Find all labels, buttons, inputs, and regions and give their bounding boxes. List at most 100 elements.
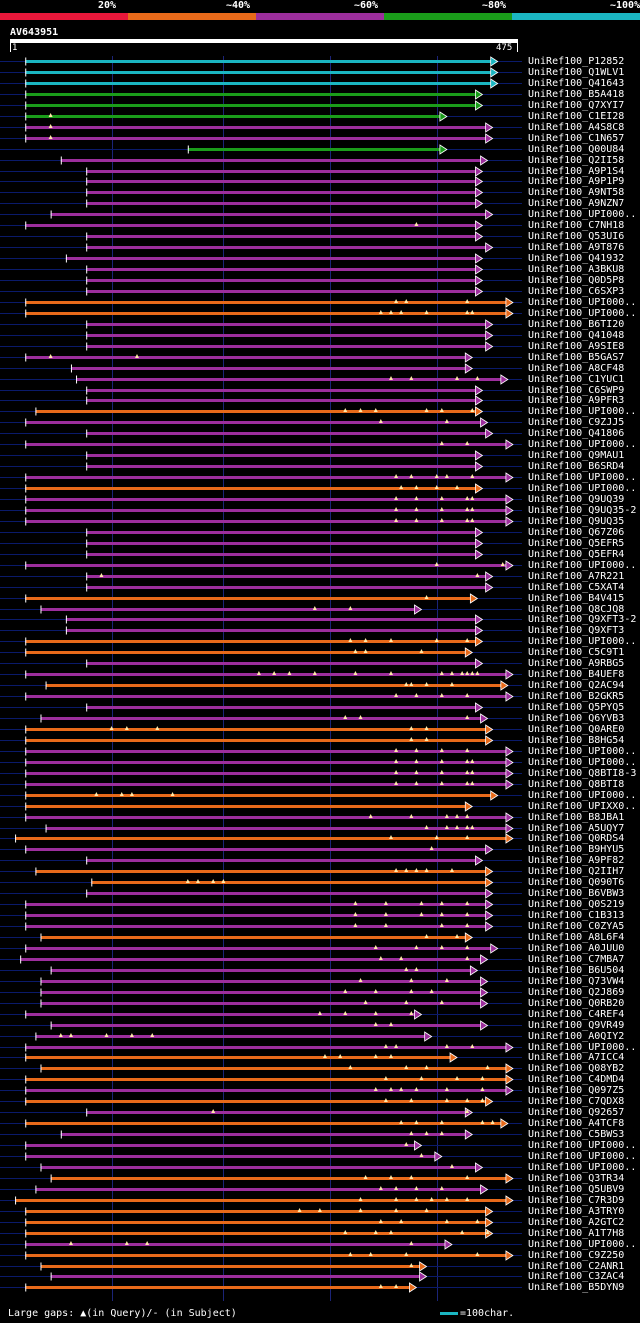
hit-row[interactable]: UniRef100_C1B313 [0, 910, 640, 921]
hit-label[interactable]: UniRef100_Q097Z5 [528, 1085, 625, 1097]
hit-row[interactable]: UniRef100_A2GTC2 [0, 1217, 640, 1228]
hit-row[interactable]: UniRef100_C5C9T1 [0, 647, 640, 658]
hit-label[interactable]: UniRef100_A0QIY2 [528, 1030, 625, 1042]
hit-row[interactable]: UniRef100_Q8BTI8-3 [0, 768, 640, 779]
hit-label[interactable]: UniRef100_Q5EFR4 [528, 548, 625, 560]
hit-label[interactable]: UniRef100_B4V415 [528, 592, 625, 604]
hit-row[interactable]: UniRef100_C6SXP3 [0, 286, 640, 297]
hit-row[interactable]: UniRef100_A9PF82 [0, 855, 640, 866]
hit-row[interactable]: UniRef100_Q6YVB3 [0, 713, 640, 724]
hit-label[interactable]: UniRef100_A3BKU8 [528, 264, 625, 276]
hit-row[interactable]: UniRef100_Q9UQ35 [0, 516, 640, 527]
hit-label[interactable]: UniRef100_Q0S219 [528, 899, 625, 911]
hit-row[interactable]: UniRef100_B4UEF8 [0, 669, 640, 680]
hit-row[interactable]: UniRef100_Q08YB2 [0, 1063, 640, 1074]
hit-label[interactable]: UniRef100_A9P1P9 [528, 176, 625, 188]
hit-row[interactable]: UniRef100_B8HG54 [0, 735, 640, 746]
hit-row[interactable]: UniRef100_Q0RB20 [0, 998, 640, 1009]
hit-label[interactable]: UniRef100_C1N657 [528, 132, 625, 144]
hit-label[interactable]: UniRef100_Q41643 [528, 77, 625, 89]
hit-row[interactable]: UniRef100_C9ZJJ5 [0, 417, 640, 428]
hit-row[interactable]: UniRef100_C4DMD4 [0, 1074, 640, 1085]
hit-label[interactable]: UniRef100_A8CF48 [528, 362, 625, 374]
hit-label[interactable]: UniRef100_Q08YB2 [528, 1063, 625, 1075]
hit-row[interactable]: UniRef100_Q9VR49 [0, 1020, 640, 1031]
hit-row[interactable]: UniRef100_Q92657 [0, 1107, 640, 1118]
hit-row[interactable]: UniRef100_Q67Z06 [0, 527, 640, 538]
hit-label[interactable]: UniRef100_B4UEF8 [528, 669, 625, 681]
hit-row[interactable]: UniRef100_UPI000.. [0, 757, 640, 768]
hit-row[interactable]: UniRef100_UPI000.. [0, 483, 640, 494]
hit-label[interactable]: UniRef100_C6SWP9 [528, 384, 625, 396]
hit-label[interactable]: UniRef100_A8L6F4 [528, 932, 625, 943]
hit-row[interactable]: UniRef100_A1T7H8 [0, 1228, 640, 1239]
hit-label[interactable]: UniRef100_UPI000.. [528, 472, 637, 484]
hit-row[interactable]: UniRef100_C5XAT4 [0, 582, 640, 593]
hit-row[interactable]: UniRef100_Q9UQ39 [0, 494, 640, 505]
hit-label[interactable]: UniRef100_P12852 [528, 56, 625, 67]
hit-row[interactable]: UniRef100_Q5PYQ5 [0, 702, 640, 713]
hit-label[interactable]: UniRef100_A9PFR3 [528, 395, 625, 407]
hit-label[interactable]: UniRef100_C1EI28 [528, 110, 625, 122]
hit-row[interactable]: UniRef100_UPI000.. [0, 1140, 640, 1151]
hit-label[interactable]: UniRef100_UPIXX0.. [528, 800, 637, 812]
hit-label[interactable]: UniRef100_C5BWS3 [528, 1129, 625, 1141]
hit-label[interactable]: UniRef100_A1T7H8 [528, 1227, 625, 1239]
hit-row[interactable]: UniRef100_C7NH18 [0, 220, 640, 231]
hit-label[interactable]: UniRef100_B5A418 [528, 88, 625, 100]
hit-label[interactable]: UniRef100_Q7XYI7 [528, 99, 625, 111]
hit-label[interactable]: UniRef100_C9ZJJ5 [528, 417, 625, 429]
hit-row[interactable]: UniRef100_Q73VW4 [0, 976, 640, 987]
hit-row[interactable]: UniRef100_Q5UBV9 [0, 1184, 640, 1195]
hit-label[interactable]: UniRef100_A5UQY7 [528, 822, 625, 834]
hit-label[interactable]: UniRef100_A9NZN7 [528, 198, 625, 210]
hit-row[interactable]: UniRef100_C1EI28 [0, 111, 640, 122]
hit-row[interactable]: UniRef100_UPI000.. [0, 1151, 640, 1162]
hit-label[interactable]: UniRef100_UPI000.. [528, 1238, 637, 1250]
hit-row[interactable]: UniRef100_UPI000.. [0, 746, 640, 757]
hit-row[interactable]: UniRef100_A8L6F4 [0, 932, 640, 943]
hit-label[interactable]: UniRef100_C1B313 [528, 910, 625, 922]
hit-label[interactable]: UniRef100_UPI000.. [528, 1161, 637, 1173]
hit-label[interactable]: UniRef100_C7MBA7 [528, 953, 625, 965]
hit-row[interactable]: UniRef100_C7QDX8 [0, 1096, 640, 1107]
hit-row[interactable]: UniRef100_B2GKR5 [0, 691, 640, 702]
hit-row[interactable]: UniRef100_Q090T6 [0, 877, 640, 888]
hit-label[interactable]: UniRef100_C5C9T1 [528, 647, 625, 659]
hit-label[interactable]: UniRef100_A2GTC2 [528, 1216, 625, 1228]
hit-row[interactable]: UniRef100_P12852 [0, 56, 640, 67]
hit-label[interactable]: UniRef100_Q6YVB3 [528, 713, 625, 724]
hit-label[interactable]: UniRef100_Q00U84 [528, 143, 625, 155]
hit-label[interactable]: UniRef100_C7NH18 [528, 220, 625, 232]
hit-label[interactable]: UniRef100_A9SIE8 [528, 340, 625, 352]
hit-row[interactable]: UniRef100_C7R3D9 [0, 1195, 640, 1206]
hit-row[interactable]: UniRef100_B6TI20 [0, 319, 640, 330]
hit-label[interactable]: UniRef100_Q2IIH7 [528, 866, 625, 878]
hit-row[interactable]: UniRef100_UPI000.. [0, 209, 640, 220]
hit-label[interactable]: UniRef100_C6SXP3 [528, 285, 625, 297]
hit-label[interactable]: UniRef100_C4DMD4 [528, 1074, 625, 1086]
hit-row[interactable]: UniRef100_A3BKU8 [0, 264, 640, 275]
hit-row[interactable]: UniRef100_UPI000.. [0, 636, 640, 647]
hit-row[interactable]: UniRef100_UPI000.. [0, 1042, 640, 1053]
hit-label[interactable]: UniRef100_Q0ARE0 [528, 723, 625, 735]
hit-label[interactable]: UniRef100_B6SRD4 [528, 461, 625, 473]
hit-label[interactable]: UniRef100_UPI000.. [528, 1151, 637, 1162]
hit-label[interactable]: UniRef100_A0JUU0 [528, 942, 625, 954]
hit-row[interactable]: UniRef100_A9RBG5 [0, 658, 640, 669]
hit-label[interactable]: UniRef100_UPI000.. [528, 209, 637, 221]
hit-label[interactable]: UniRef100_Q41806 [528, 428, 625, 440]
hit-row[interactable]: UniRef100_C7MBA7 [0, 954, 640, 965]
hit-row[interactable]: UniRef100_Q7XYI7 [0, 100, 640, 111]
hit-label[interactable]: UniRef100_Q0RB20 [528, 997, 625, 1009]
hit-label[interactable]: UniRef100_Q9MAU1 [528, 450, 625, 462]
hit-label[interactable]: UniRef100_A4S8C8 [528, 121, 625, 133]
hit-row[interactable]: UniRef100_B6U504 [0, 965, 640, 976]
hit-row[interactable]: UniRef100_UPI000.. [0, 297, 640, 308]
hit-row[interactable]: UniRef100_B5DYN9 [0, 1282, 640, 1293]
hit-label[interactable]: UniRef100_A9P1S4 [528, 165, 625, 177]
hit-row[interactable]: UniRef100_C4REF4 [0, 1009, 640, 1020]
hit-row[interactable]: UniRef100_A3TRY0 [0, 1206, 640, 1217]
hit-row[interactable]: UniRef100_B9HYU5 [0, 844, 640, 855]
hit-label[interactable]: UniRef100_UPI000.. [528, 307, 637, 319]
